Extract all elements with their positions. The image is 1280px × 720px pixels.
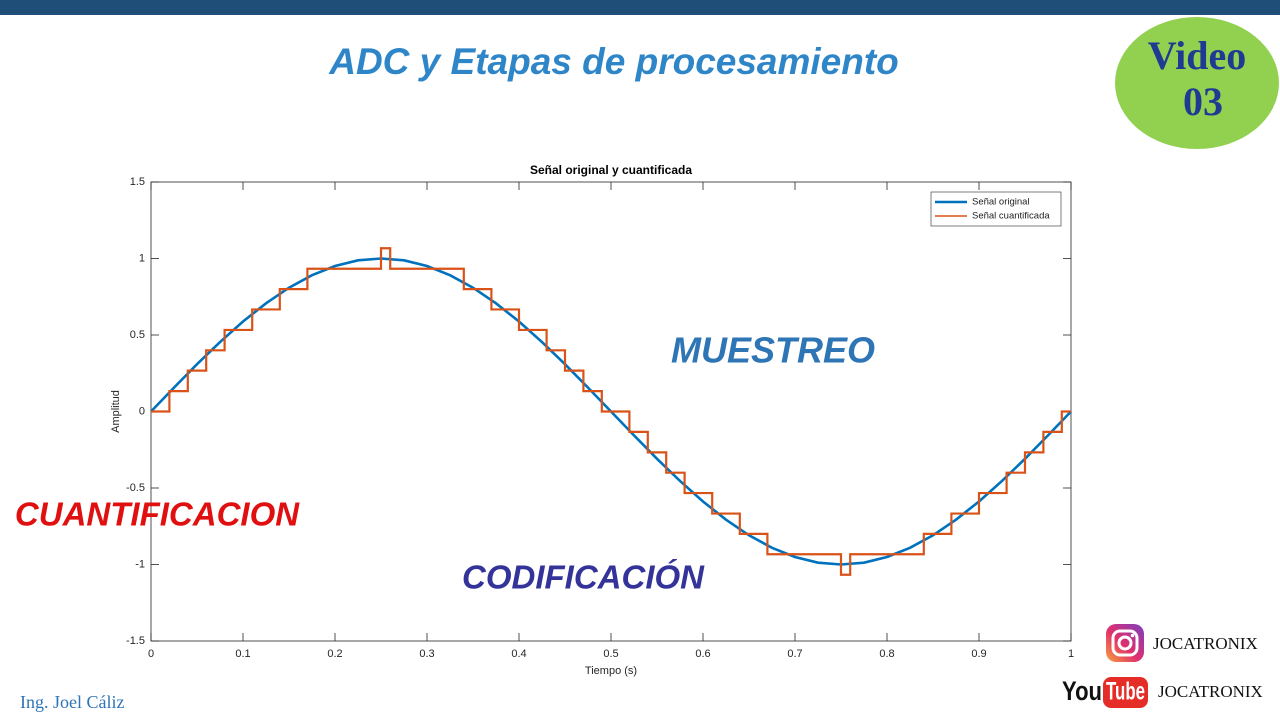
badge-text: Video [1148, 33, 1247, 78]
youtube-handle: JOCATRONIX [1158, 682, 1263, 701]
y-tick-label: -1 [135, 558, 145, 570]
legend [930, 191, 1062, 227]
x-tick-label: 0.5 [603, 648, 618, 660]
y-tick-label: -0.5 [126, 482, 145, 494]
y-tick-label: 0.5 [130, 329, 145, 341]
y-tick-label: 1.5 [130, 176, 145, 188]
x-tick-label: 0.9 [971, 648, 986, 660]
instagram-handle: JOCATRONIX [1153, 634, 1258, 653]
x-tick-label: 0 [148, 648, 154, 660]
y-tick-label: 1 [139, 252, 145, 264]
badge [1115, 17, 1279, 149]
series-line [151, 247, 1071, 576]
x-tick-label: 0.1 [235, 648, 250, 660]
x-tick-label: 1 [1068, 648, 1074, 660]
youtube-logo-text: You [1062, 676, 1102, 706]
y-tick-label: 0 [139, 405, 145, 417]
chart-title: Señal original y cuantificada [530, 163, 692, 177]
author: Ing. Joel Cáliz [20, 692, 124, 712]
x-tick-label: 0.6 [695, 648, 710, 660]
x-axis-label: Tiempo (s) [585, 665, 637, 677]
label-coding: CODIFICACIÓN [462, 559, 705, 596]
label-sampling: MUESTREO [671, 330, 875, 371]
slide-title: ADC y Etapas de procesamiento [328, 41, 899, 82]
legend-label: Señal cuantificada [972, 211, 1050, 222]
x-tick-label: 0.3 [419, 648, 434, 660]
x-tick-label: 0.7 [787, 648, 802, 660]
instagram-icon [1106, 624, 1144, 662]
badge-text: 03 [1183, 79, 1223, 124]
y-tick-label: -1.5 [126, 635, 145, 647]
top-bar [0, 0, 1280, 15]
x-tick-label: 0.8 [879, 648, 894, 660]
chart: Señal original y cuantificada Tiempo (s) A… [110, 163, 1074, 677]
x-tick-label: 0.2 [327, 648, 342, 660]
x-tick-label: 0.4 [511, 648, 526, 660]
label-quantization: CUANTIFICACION [15, 496, 300, 533]
legend-label: Señal original [972, 197, 1030, 208]
youtube-logo [1103, 677, 1148, 708]
youtube-logo-text: Tube [1106, 678, 1145, 706]
y-axis-label: Amplitud [110, 390, 122, 433]
